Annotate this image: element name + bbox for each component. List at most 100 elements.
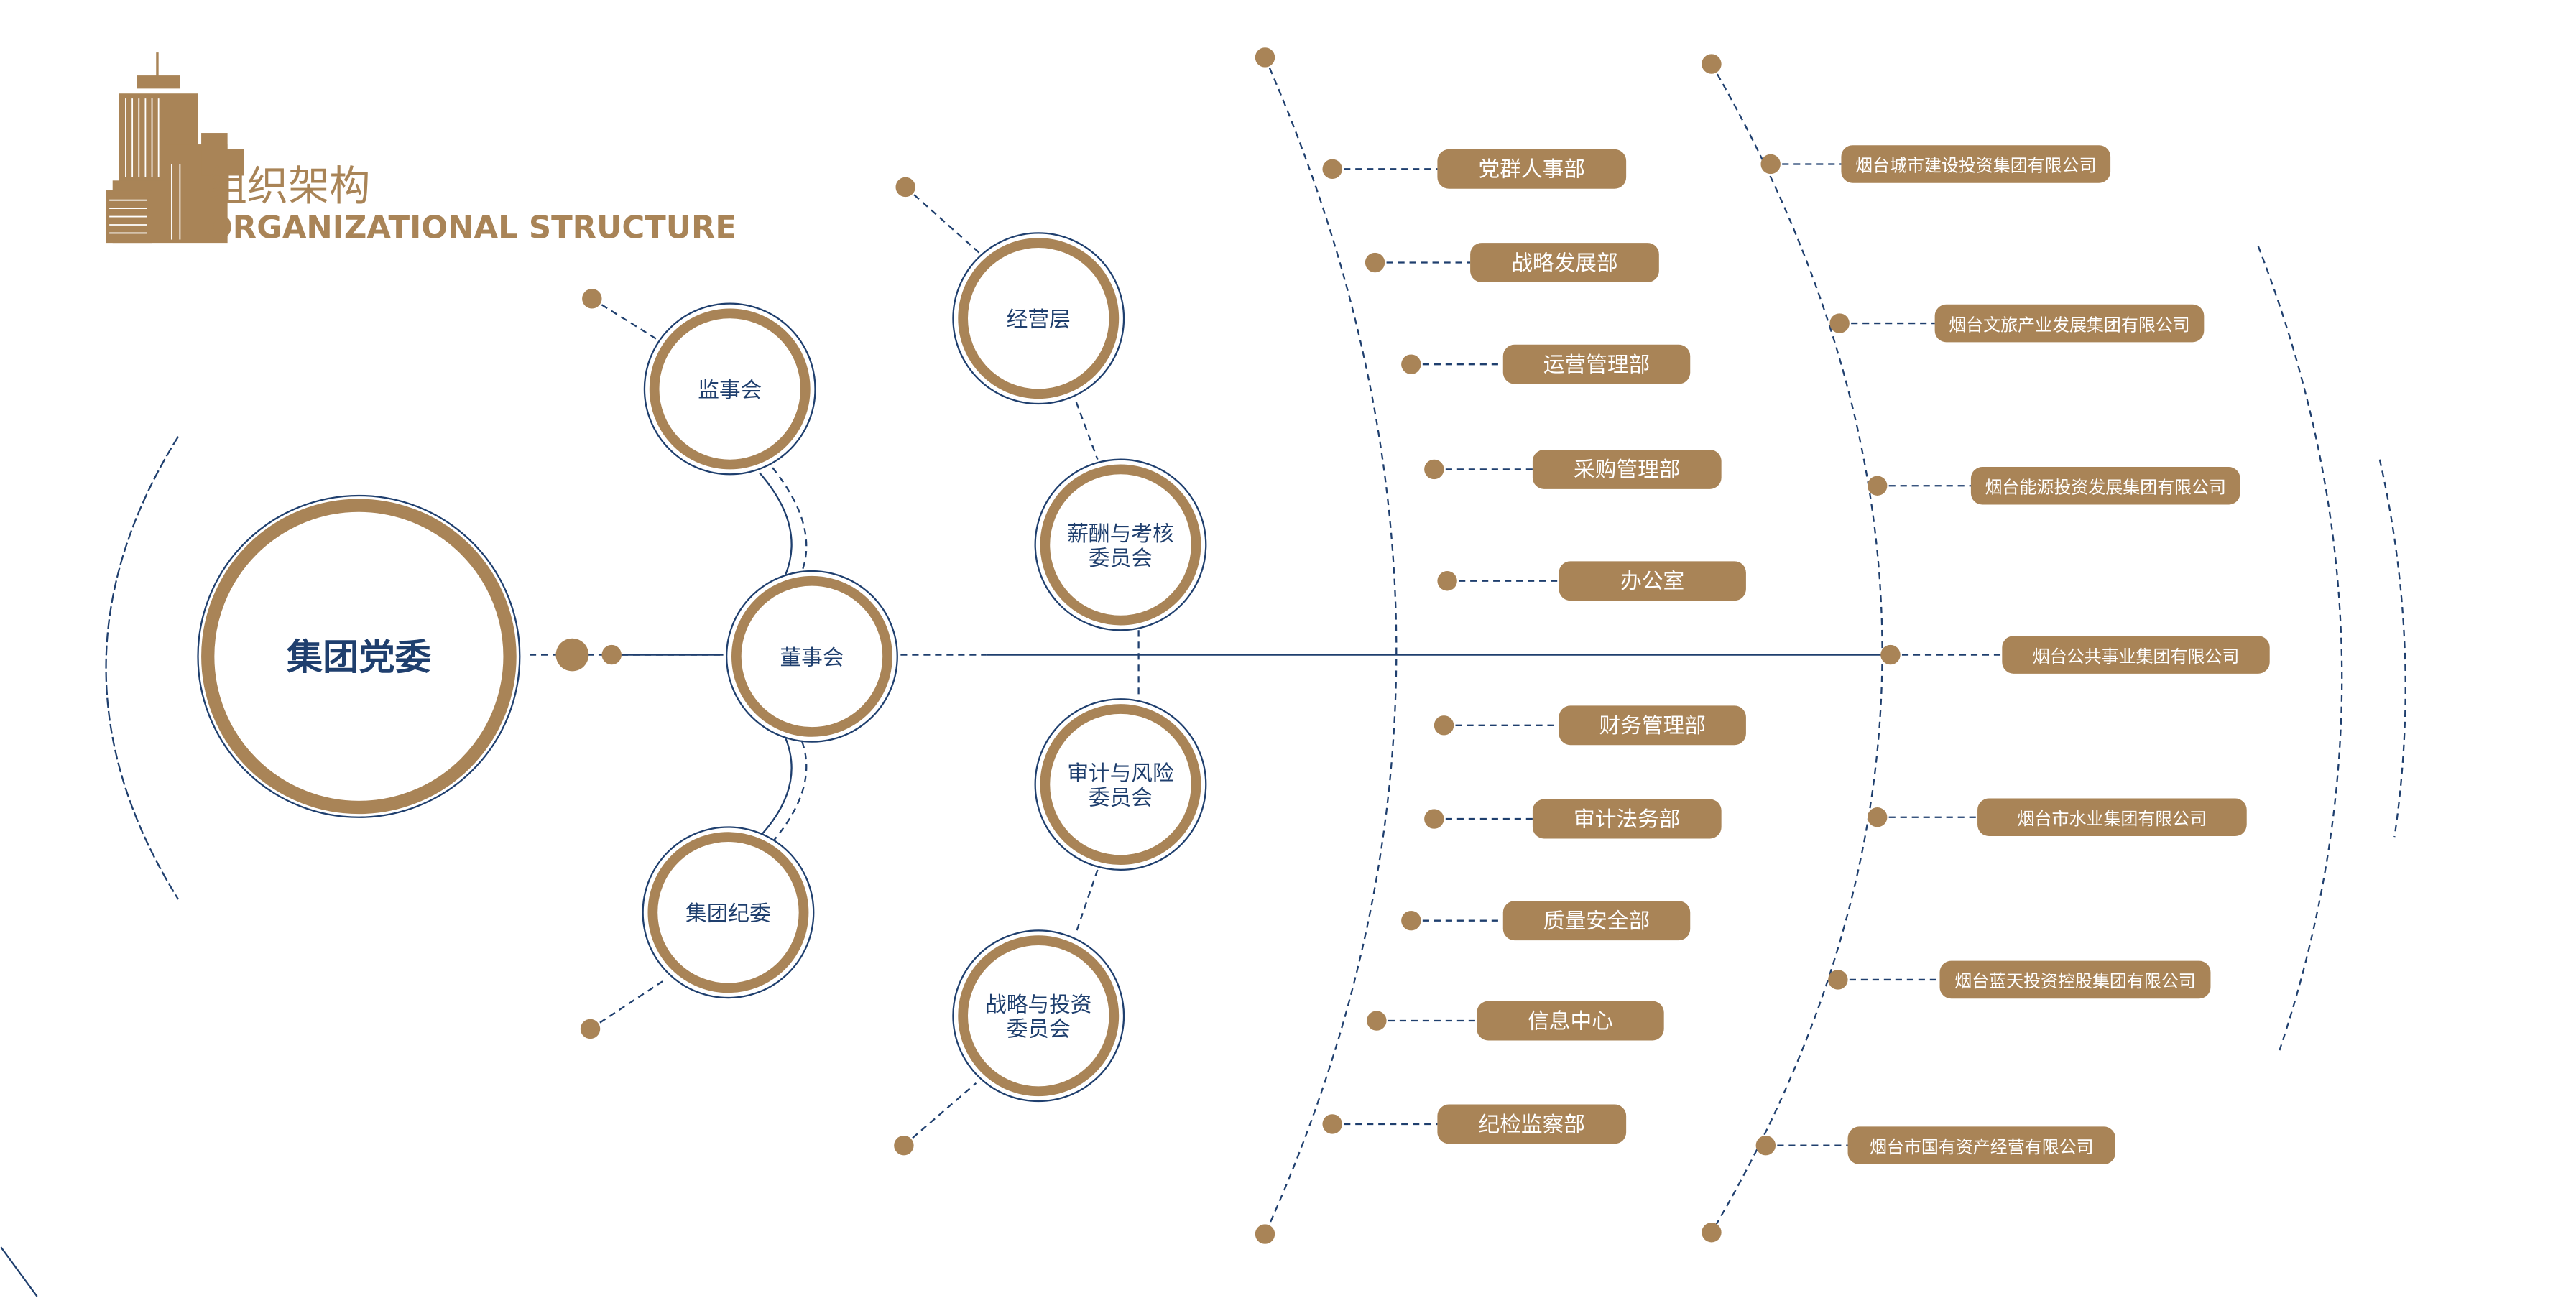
board-link-upper-dashed xyxy=(772,467,808,572)
connector-dot xyxy=(1755,1135,1776,1156)
company-item-label: 烟台蓝天投资控股集团有限公司 xyxy=(1954,971,2196,991)
node-ring xyxy=(649,308,811,470)
node-ring xyxy=(958,935,1120,1097)
company-item[interactable]: 烟台市水业集团有限公司 xyxy=(1977,798,2247,837)
connector-dot xyxy=(1880,644,1901,665)
department-item[interactable]: 办公室 xyxy=(1559,561,1746,601)
connector-dot xyxy=(1828,970,1848,990)
company-item-box xyxy=(1847,1126,2115,1164)
node-label: 集团纪委 xyxy=(685,901,771,927)
connector-dot xyxy=(894,1135,914,1156)
decorative-arc-right-outer xyxy=(2257,246,2343,1051)
connector-dot xyxy=(1322,159,1342,180)
company-item-label: 烟台公共事业集团有限公司 xyxy=(2033,646,2240,667)
department-item-label: 战略发展部 xyxy=(1511,251,1617,276)
node-label: 审计与风险 xyxy=(1067,761,1174,786)
node-board-of-directors[interactable]: 董事会 xyxy=(726,570,898,743)
department-item[interactable]: 运营管理部 xyxy=(1502,344,1691,384)
node-ring xyxy=(1040,704,1201,866)
board-link-lower xyxy=(759,738,793,838)
department-item-label: 审计法务部 xyxy=(1574,807,1680,832)
department-item[interactable]: 党群人事部 xyxy=(1437,149,1627,189)
node-label: 薪酬与考核 xyxy=(1067,521,1173,547)
department-item[interactable]: 采购管理部 xyxy=(1532,449,1722,489)
company-item[interactable]: 烟台能源投资发展集团有限公司 xyxy=(1970,466,2240,505)
company-item[interactable]: 烟台市国有资产经营有限公司 xyxy=(1847,1126,2115,1164)
node-label: 委员会 xyxy=(1089,786,1153,811)
connector-dot xyxy=(1401,910,1421,931)
department-item-box xyxy=(1502,344,1691,384)
company-spine xyxy=(1710,63,1883,1233)
company-item-label: 烟台能源投资发展集团有限公司 xyxy=(1985,478,2226,498)
page-title-cn: 组织架构 xyxy=(206,163,370,210)
node-party-committee[interactable]: 集团党委 xyxy=(197,494,521,818)
company-item-label: 烟台市水业集团有限公司 xyxy=(2018,809,2207,829)
connector-dots xyxy=(555,47,1722,1244)
node-ring xyxy=(958,238,1120,399)
company-item-box xyxy=(1939,960,2211,999)
company-item-box xyxy=(1977,798,2247,837)
department-item-box xyxy=(1502,901,1691,941)
department-item[interactable]: 审计法务部 xyxy=(1532,799,1722,839)
node-label: 监事会 xyxy=(698,378,762,403)
department-item-label: 党群人事部 xyxy=(1479,157,1585,182)
building-icon-stripes xyxy=(109,98,181,240)
decorative-line-corner xyxy=(0,1246,38,1297)
company-item-label: 烟台文旅产业发展集团有限公司 xyxy=(1949,315,2190,335)
connector-dot xyxy=(1367,1011,1387,1031)
node-label: 战略与投资 xyxy=(985,992,1091,1017)
node-label: 委员会 xyxy=(1007,1017,1071,1042)
department-spine xyxy=(1264,57,1398,1235)
connector-dot xyxy=(1401,354,1421,374)
department-item-label: 财务管理部 xyxy=(1599,713,1705,738)
company-item[interactable]: 烟台蓝天投资控股集团有限公司 xyxy=(1939,960,2211,999)
department-list: 党群人事部战略发展部运营管理部采购管理部办公室财务管理部审计法务部质量安全部信息… xyxy=(1322,149,1746,1144)
node-committee[interactable]: 经营层 xyxy=(952,232,1125,405)
connector-discipline xyxy=(589,980,663,1030)
board-link-lower-dashed xyxy=(772,741,808,843)
department-item-label: 办公室 xyxy=(1620,569,1684,594)
node-label: 委员会 xyxy=(1089,546,1153,571)
department-item[interactable]: 质量安全部 xyxy=(1502,901,1691,941)
department-item-box xyxy=(1437,1104,1627,1144)
connector-supervisory xyxy=(591,297,658,340)
company-item-box xyxy=(1934,304,2205,343)
connector-dot xyxy=(1867,476,1888,496)
board-link-upper xyxy=(758,472,793,575)
department-item[interactable]: 信息中心 xyxy=(1477,1001,1664,1041)
company-item[interactable]: 烟台文旅产业发展集团有限公司 xyxy=(1934,304,2205,343)
department-item-label: 运营管理部 xyxy=(1543,352,1650,377)
node-label: 董事会 xyxy=(780,645,844,670)
node-supervisory-board[interactable]: 监事会 xyxy=(643,302,816,476)
node-ring xyxy=(647,832,809,993)
company-item-label: 烟台城市建设投资集团有限公司 xyxy=(1855,156,2097,176)
node-discipline-committee[interactable]: 集团纪委 xyxy=(642,826,815,999)
connector-management xyxy=(905,186,982,255)
connector-dot xyxy=(1867,807,1888,827)
department-item-box xyxy=(1559,705,1746,746)
connector-dot xyxy=(1829,313,1850,333)
connector-dot xyxy=(582,289,602,309)
company-item[interactable]: 烟台城市建设投资集团有限公司 xyxy=(1841,145,2111,183)
connector-dot xyxy=(1434,715,1454,736)
department-item-label: 纪检监察部 xyxy=(1479,1112,1585,1137)
connector-dot xyxy=(1760,154,1781,175)
decorative-arc-left xyxy=(105,436,180,900)
connector-dot xyxy=(1255,47,1275,68)
connector-dot xyxy=(1702,1223,1722,1243)
department-item[interactable]: 战略发展部 xyxy=(1470,243,1659,282)
department-item-box xyxy=(1532,449,1722,489)
node-ring xyxy=(201,499,517,815)
connector-dot xyxy=(580,1019,601,1039)
decorative-arc-right-inner xyxy=(2378,459,2406,838)
connector-dot xyxy=(1322,1114,1342,1134)
department-item[interactable]: 财务管理部 xyxy=(1559,705,1746,746)
department-item-label: 采购管理部 xyxy=(1574,458,1680,483)
connector-dot xyxy=(555,638,589,672)
department-item[interactable]: 纪检监察部 xyxy=(1437,1104,1627,1144)
company-item[interactable]: 烟台公共事业集团有限公司 xyxy=(2002,636,2270,674)
page-title-en: ORGANIZATIONAL STRUCTURE xyxy=(206,210,737,246)
